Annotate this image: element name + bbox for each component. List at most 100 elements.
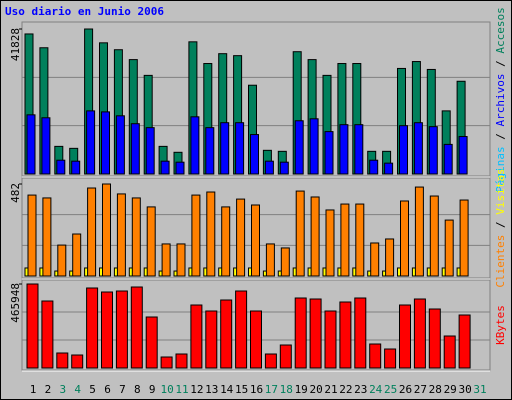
bar <box>190 304 203 369</box>
bar <box>280 247 290 277</box>
y-tick-label: 465948 <box>9 283 22 323</box>
bar <box>72 233 82 277</box>
y-tick-label: 41828 <box>9 28 22 61</box>
bar <box>370 242 380 277</box>
x-tick-label: 17 <box>265 383 278 396</box>
x-tick-label: 23 <box>354 383 367 396</box>
bar <box>71 354 84 369</box>
bar <box>250 134 259 175</box>
bar <box>26 114 36 175</box>
x-tick-label: 4 <box>74 383 81 396</box>
legend-entry: Visitas <box>494 168 507 214</box>
bar <box>176 243 186 277</box>
bar <box>56 352 69 369</box>
bar <box>251 204 260 277</box>
x-tick-label: 8 <box>134 383 141 396</box>
bar <box>130 286 143 369</box>
bar <box>145 316 158 369</box>
x-tick-label: 28 <box>429 383 442 396</box>
legend: Clientes / Visitas <box>494 168 507 287</box>
x-tick-label: 15 <box>235 383 248 396</box>
x-tick-label: 18 <box>280 383 293 396</box>
bar <box>190 116 200 175</box>
bar <box>369 159 379 175</box>
bar <box>369 343 382 369</box>
bar <box>340 203 350 277</box>
bar <box>265 243 275 277</box>
x-tick-label: 27 <box>414 383 427 396</box>
bar <box>354 124 364 175</box>
bar <box>235 122 245 175</box>
bar <box>443 143 453 175</box>
bar <box>413 298 426 369</box>
bar <box>413 122 423 175</box>
bar <box>42 197 52 277</box>
bar <box>41 300 54 369</box>
bar <box>221 206 231 277</box>
legend: Páginas / Archivos / Accesos <box>494 7 507 192</box>
x-tick-label: 20 <box>309 383 322 396</box>
x-tick-label: 5 <box>89 383 96 396</box>
bar <box>309 298 322 369</box>
bar <box>220 299 233 369</box>
legend-entry: Clientes <box>494 235 507 288</box>
x-tick-label: 22 <box>339 383 352 396</box>
x-tick-label: 7 <box>119 383 126 396</box>
x-tick-label: 30 <box>458 383 471 396</box>
legend-entry: KBytes <box>494 305 507 345</box>
bar <box>220 122 230 175</box>
bar <box>160 160 170 175</box>
legend: KBytes <box>494 305 507 345</box>
x-tick-label: 25 <box>384 383 397 396</box>
x-tick-label: 10 <box>160 383 173 396</box>
bar <box>458 314 471 369</box>
bar <box>115 115 125 175</box>
x-tick-label: 6 <box>104 383 111 396</box>
bar <box>264 353 277 369</box>
bar <box>339 301 352 369</box>
x-tick-label: 13 <box>205 383 218 396</box>
bar <box>400 200 409 277</box>
legend-separator: / <box>494 126 507 146</box>
bar <box>130 123 140 175</box>
x-tick-label: 31 <box>473 383 486 396</box>
bar <box>206 191 216 277</box>
bar <box>26 283 39 369</box>
bar <box>354 297 367 369</box>
bar <box>385 238 395 277</box>
x-tick-label: 11 <box>175 383 188 396</box>
x-tick-label: 21 <box>324 383 337 396</box>
legend-separator: / <box>494 54 507 74</box>
bar <box>27 194 37 277</box>
bar <box>459 199 469 277</box>
x-tick-label: 29 <box>444 383 457 396</box>
bar <box>429 195 439 277</box>
bar <box>324 131 334 175</box>
bar <box>86 287 99 369</box>
x-tick-label: 12 <box>190 383 203 396</box>
bar <box>101 291 113 369</box>
x-tick-label: 14 <box>220 383 234 396</box>
bar <box>145 127 155 175</box>
bar <box>279 161 289 175</box>
bar <box>86 110 96 175</box>
bar <box>41 117 51 175</box>
bar <box>295 190 305 277</box>
legend-separator: / <box>494 215 507 235</box>
x-tick-label: 1 <box>30 383 37 396</box>
bar <box>131 197 141 277</box>
x-tick-label: 24 <box>369 383 383 396</box>
bar <box>205 127 215 175</box>
x-tick-label: 3 <box>59 383 66 396</box>
bar <box>264 160 274 175</box>
bar <box>355 203 365 277</box>
x-tick-label: 2 <box>45 383 52 396</box>
bar <box>146 206 156 277</box>
bar <box>71 160 81 175</box>
bar <box>443 335 456 369</box>
bar <box>428 308 441 369</box>
x-tick-label: 19 <box>295 383 308 396</box>
bar <box>116 193 126 277</box>
bar <box>384 162 394 175</box>
